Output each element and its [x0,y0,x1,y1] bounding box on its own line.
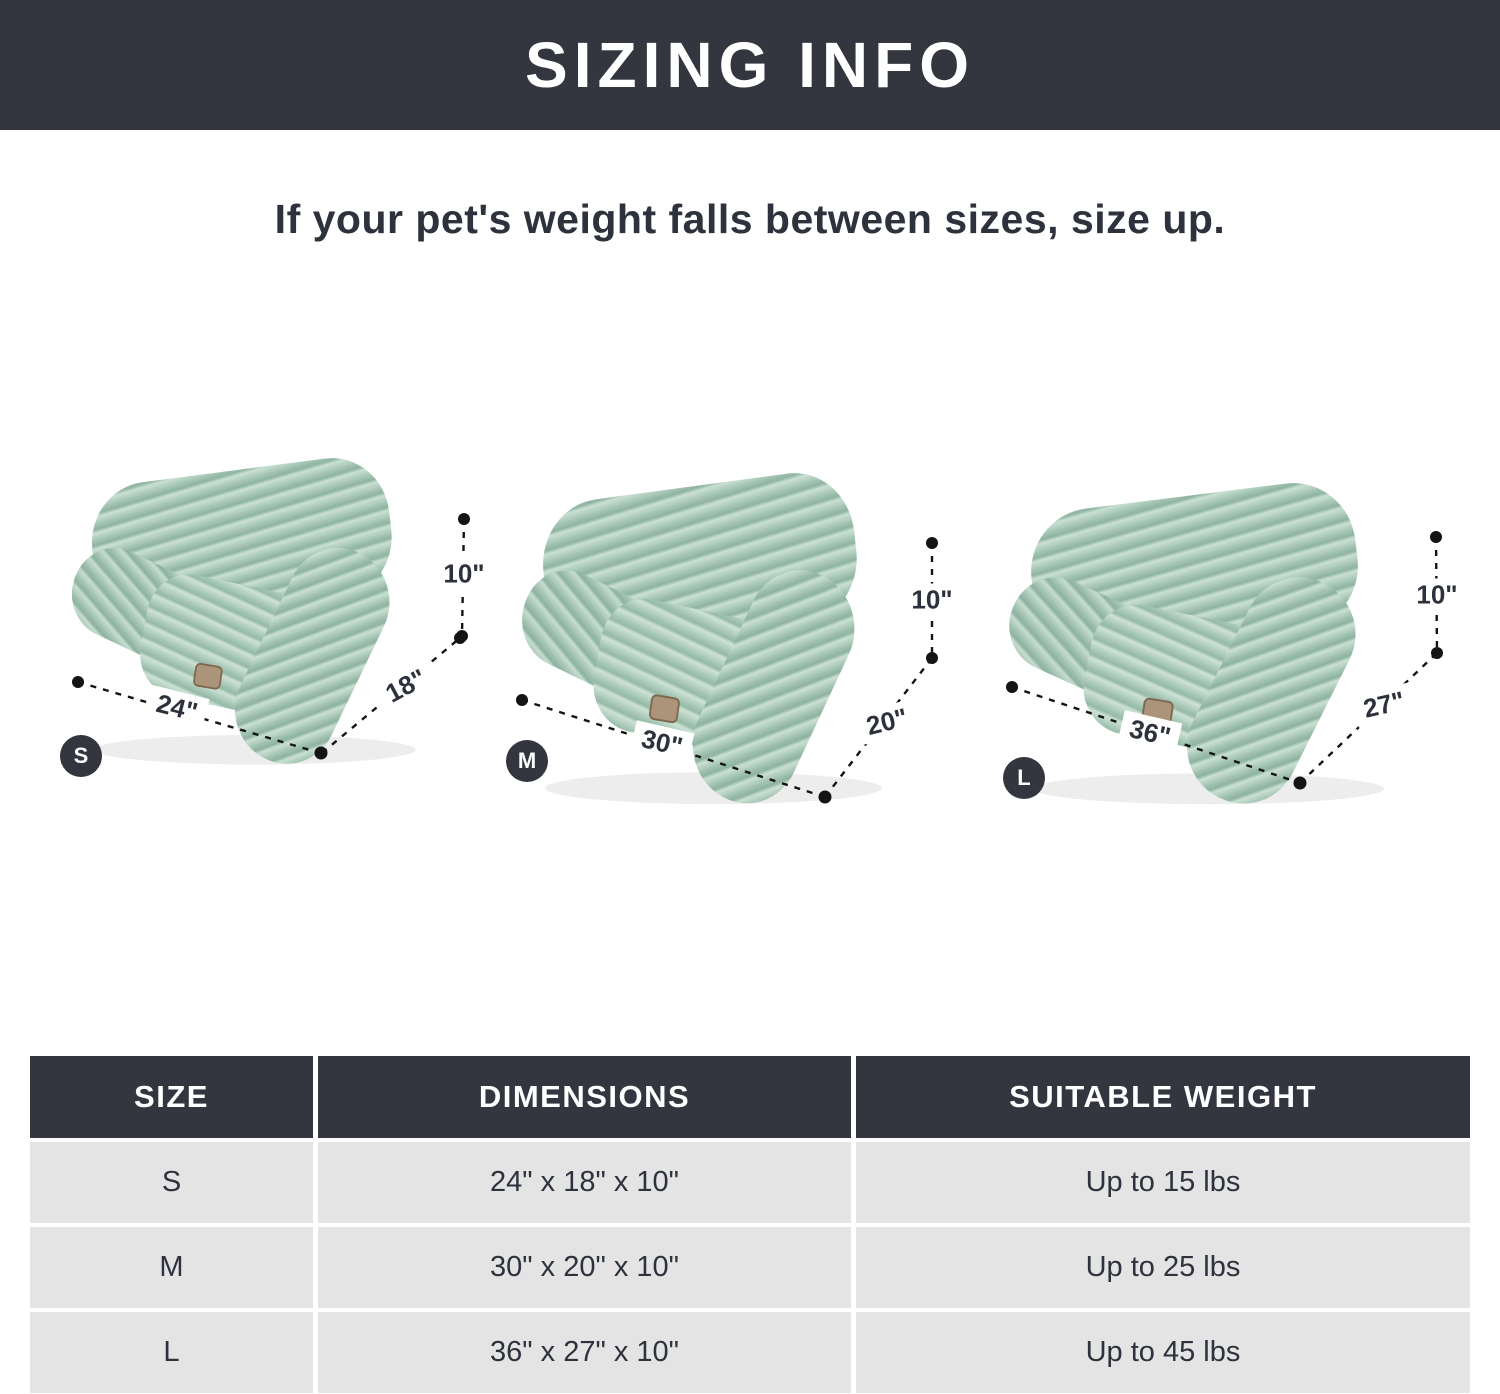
depth-dimension-line [321,637,461,754]
column-header-weight: SUITABLE WEIGHT [856,1056,1470,1138]
column-header-size: SIZE [30,1056,313,1138]
height-dimension-label: 10" [434,557,494,591]
table-cell-weight: Up to 15 lbs [856,1142,1470,1223]
endpoint-dot [516,694,528,706]
height-dimension-label: 10" [1407,578,1467,612]
column-header-dimensions: DIMENSIONS [318,1056,851,1138]
endpoint-dot [926,652,938,664]
bed-figure-large: 36" 27" 10" L [990,460,1470,860]
endpoint-dot [454,632,466,644]
endpoint-dot [72,676,84,688]
table-cell-weight: Up to 45 lbs [856,1312,1470,1393]
table-cell-dimensions: 36" x 27" x 10" [318,1312,851,1393]
height-dimension-label: 10" [902,583,962,617]
endpoint-dot [926,537,938,549]
page-title: SIZING INFO [525,29,975,101]
size-badge: S [60,735,102,777]
dimension-lines [1006,531,1443,790]
endpoint-dot [1431,647,1443,659]
endpoint-dot [818,790,832,804]
sizing-table: SIZE DIMENSIONS SUITABLE WEIGHT S 24" x … [30,1056,1470,1393]
dimension-lines [72,513,470,760]
bed-figure-medium: 30" 20" 10" M [490,440,970,840]
height-dimension-line [1434,536,1439,654]
width-dimension-line [1011,685,1301,785]
table-cell-dimensions: 24" x 18" x 10" [318,1142,851,1223]
endpoint-dot [1293,776,1307,790]
endpoint-dot [1430,531,1442,543]
size-badge: M [506,740,548,782]
table-cell-size: L [30,1312,313,1393]
subtitle-text: If your pet's weight falls between sizes… [274,196,1226,242]
depth-dimension-line [824,657,933,798]
width-dimension-line [77,680,321,755]
table-cell-weight: Up to 25 lbs [856,1227,1470,1308]
endpoint-dot [314,746,328,760]
table-cell-size: S [30,1142,313,1223]
endpoint-dot [458,513,470,525]
size-badge: L [1003,757,1045,799]
top-banner: SIZING INFO [0,0,1500,130]
bed-figure-small: 24" 18" 10" S [40,420,520,820]
table-cell-dimensions: 30" x 20" x 10" [318,1227,851,1308]
endpoint-dot [1006,681,1018,693]
dimension-lines [516,537,938,804]
table-cell-size: M [30,1227,313,1308]
